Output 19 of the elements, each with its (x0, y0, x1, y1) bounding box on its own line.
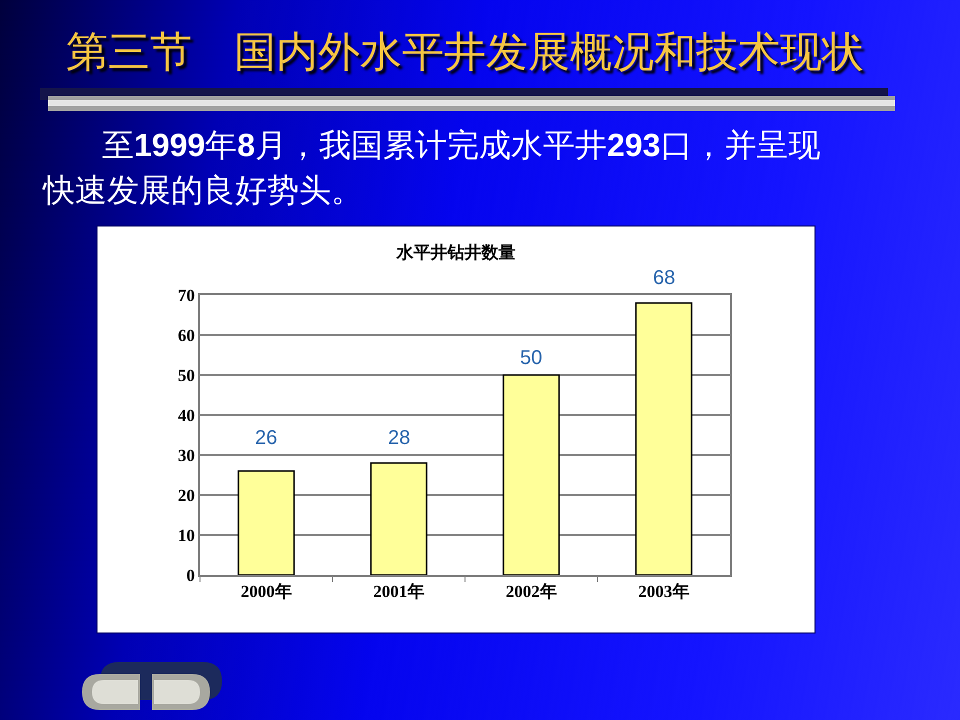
y-tick-label: 0 (186, 566, 195, 585)
x-tick-label: 2000年 (240, 582, 292, 602)
data-label: 68 (653, 267, 676, 289)
x-tick-label: 2002年 (506, 582, 557, 602)
text: 第三节 国内外水平井发展概况和技术现状 (66, 27, 864, 76)
y-tick-label: 20 (178, 486, 195, 505)
y-tick-label: 60 (178, 326, 195, 345)
y-tick-label: 30 (178, 446, 195, 465)
x-tick-label: 2001年 (373, 582, 424, 602)
y-tick-label: 40 (178, 406, 195, 425)
y-tick-label: 10 (178, 526, 195, 545)
y-tick-label: 50 (178, 366, 195, 385)
data-label: 50 (520, 347, 542, 369)
y-tick-label: 70 (178, 286, 195, 305)
text: 至1999年8月，我国累计完成水平井293口，并呈现快速发展的良好势头。 (43, 127, 820, 208)
chart-title: 水平井钻井数量 (396, 242, 516, 263)
data-label: 28 (388, 427, 410, 449)
x-tick-label: 2003年 (638, 582, 690, 602)
data-label: 26 (255, 427, 278, 449)
